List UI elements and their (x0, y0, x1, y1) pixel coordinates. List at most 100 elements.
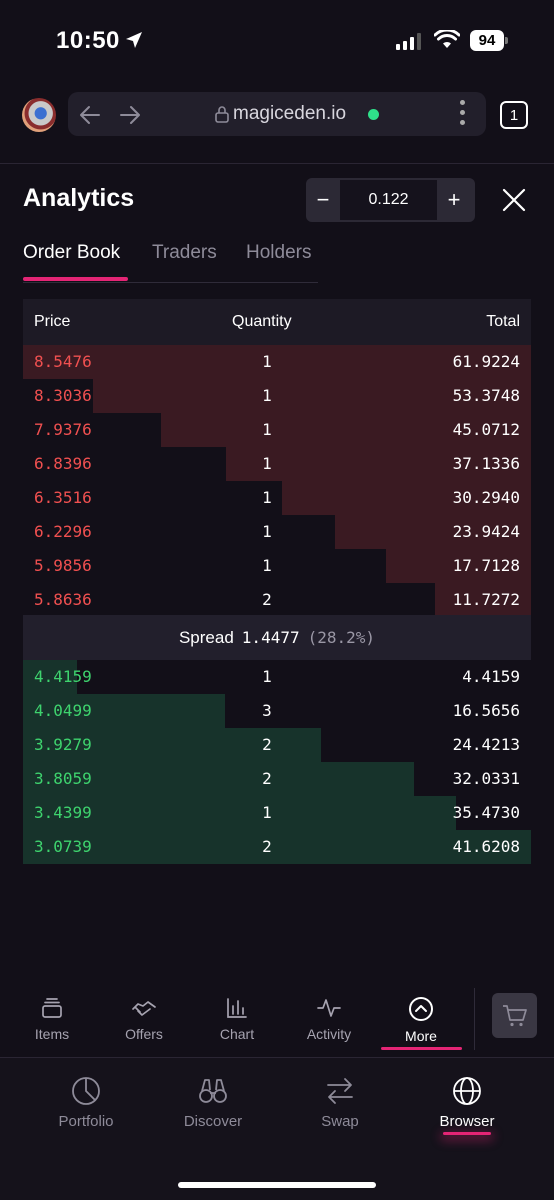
ask-row[interactable]: 6.8396 1 37.1336 (23, 447, 531, 481)
market-nav-more[interactable]: More (381, 996, 461, 1044)
app-nav-browser[interactable]: Browser (417, 1075, 517, 1130)
decrement-button[interactable]: − (316, 187, 330, 212)
bid-row[interactable]: 4.4159 1 4.4159 (23, 660, 531, 694)
column-header-total: Total (486, 313, 520, 330)
bid-depth-bar (23, 830, 531, 864)
market-nav-label: Chart (219, 1026, 255, 1042)
column-header-price: Price (34, 313, 71, 330)
active-nav-indicator (381, 1047, 462, 1050)
ask-depth-bar (161, 413, 531, 447)
bid-row[interactable]: 3.0739 2 41.6208 (23, 830, 531, 864)
ask-quantity: 1 (262, 420, 272, 439)
divider (0, 163, 554, 164)
bid-quantity: 1 (262, 803, 272, 822)
stepper-value[interactable]: 0.122 (340, 180, 437, 220)
ask-depth-bar (226, 447, 531, 481)
globe-icon (453, 1077, 481, 1105)
ask-price: 8.5476 (34, 352, 92, 371)
ask-price: 6.8396 (34, 454, 92, 473)
nav-divider (474, 988, 475, 1050)
ask-total: 45.0712 (452, 420, 520, 439)
ask-row[interactable]: 6.2296 1 23.9424 (23, 515, 531, 549)
cellular-signal-icon (396, 32, 421, 50)
bid-price: 3.9279 (34, 735, 92, 754)
app-nav-label: Discover (183, 1113, 243, 1130)
spread-value: 1.4477 (241, 628, 300, 647)
order-book-header (23, 299, 531, 345)
ask-depth-bar (23, 345, 531, 379)
ask-price: 6.2296 (34, 522, 92, 541)
status-time: 10:50 (56, 27, 120, 54)
location-arrow-icon (126, 32, 142, 48)
back-arrow-icon[interactable] (78, 103, 102, 127)
market-nav-offers[interactable]: Offers (104, 996, 184, 1042)
lock-icon (215, 106, 229, 123)
tab-order-book[interactable]: Order Book (23, 242, 121, 263)
tab-holders[interactable]: Holders (246, 242, 312, 263)
ask-total: 53.3748 (452, 386, 520, 405)
connection-status-dot (368, 109, 379, 120)
app-nav-portfolio[interactable]: Portfolio (36, 1075, 136, 1130)
tab-traders[interactable]: Traders (152, 242, 217, 263)
divider (0, 1057, 554, 1058)
bid-depth-bar (23, 660, 77, 694)
quantity-stepper: − 0.122 + (306, 178, 475, 222)
ask-row[interactable]: 7.9376 1 45.0712 (23, 413, 531, 447)
market-nav-activity[interactable]: Activity (289, 996, 369, 1042)
bid-depth-bar (23, 694, 225, 728)
bid-row[interactable]: 3.8059 2 32.0331 (23, 762, 531, 796)
battery-indicator: 94 (470, 30, 504, 51)
ask-row[interactable]: 6.3516 1 30.2940 (23, 481, 531, 515)
ask-quantity: 1 (262, 522, 272, 541)
ask-total: 23.9424 (452, 522, 520, 541)
bid-price: 3.4399 (34, 803, 92, 822)
pie-chart-icon (72, 1077, 100, 1105)
ask-price: 6.3516 (34, 488, 92, 507)
bid-row[interactable]: 4.0499 3 16.5656 (23, 694, 531, 728)
ask-row[interactable]: 8.3036 1 53.3748 (23, 379, 531, 413)
market-nav-label: Items (34, 1026, 70, 1042)
ask-price: 5.9856 (34, 556, 92, 575)
bid-total: 41.6208 (452, 837, 520, 856)
bid-quantity: 2 (262, 769, 272, 788)
forward-arrow-icon[interactable] (118, 103, 142, 127)
ask-row[interactable]: 5.8636 2 11.7272 (23, 583, 531, 617)
ask-quantity: 1 (262, 488, 272, 507)
bid-price: 4.4159 (34, 667, 92, 686)
bid-row[interactable]: 3.9279 2 24.4213 (23, 728, 531, 762)
bid-price: 3.0739 (34, 837, 92, 856)
bid-depth-bar (23, 762, 414, 796)
cart-button[interactable] (492, 993, 537, 1038)
bid-total: 35.4730 (452, 803, 520, 822)
market-nav-items[interactable]: Items (12, 996, 92, 1042)
avatar[interactable] (22, 98, 56, 132)
tab-divider (23, 282, 318, 283)
market-nav-label: More (405, 1028, 437, 1044)
bid-quantity: 3 (262, 701, 272, 720)
increment-button[interactable]: + (447, 187, 461, 212)
ask-quantity: 1 (262, 556, 272, 575)
bid-depth-bar (23, 796, 456, 830)
ask-row[interactable]: 5.9856 1 17.7128 (23, 549, 531, 583)
bid-total: 32.0331 (452, 769, 520, 788)
swap-arrows-icon (327, 1078, 353, 1104)
cart-icon (502, 1004, 527, 1026)
bid-quantity: 1 (262, 667, 272, 686)
app-nav-label: Portfolio (58, 1113, 114, 1130)
more-options-icon[interactable] (460, 100, 465, 125)
url-text[interactable]: magiceden.io (233, 103, 347, 124)
bar-chart-icon (227, 998, 247, 1018)
bid-total: 16.5656 (452, 701, 520, 720)
bid-quantity: 2 (262, 735, 272, 754)
ask-row[interactable]: 8.5476 1 61.9224 (23, 345, 531, 379)
app-nav-label: Browser (439, 1113, 495, 1130)
market-nav-chart[interactable]: Chart (197, 996, 277, 1042)
app-nav-discover[interactable]: Discover (163, 1075, 263, 1130)
battery-tip (505, 37, 508, 44)
binoculars-icon (199, 1079, 227, 1103)
app-nav-swap[interactable]: Swap (290, 1075, 390, 1130)
bid-row[interactable]: 3.4399 1 35.4730 (23, 796, 531, 830)
ask-quantity: 2 (262, 590, 272, 609)
close-icon[interactable] (501, 187, 527, 213)
tabs-count-button[interactable]: 1 (500, 101, 528, 129)
